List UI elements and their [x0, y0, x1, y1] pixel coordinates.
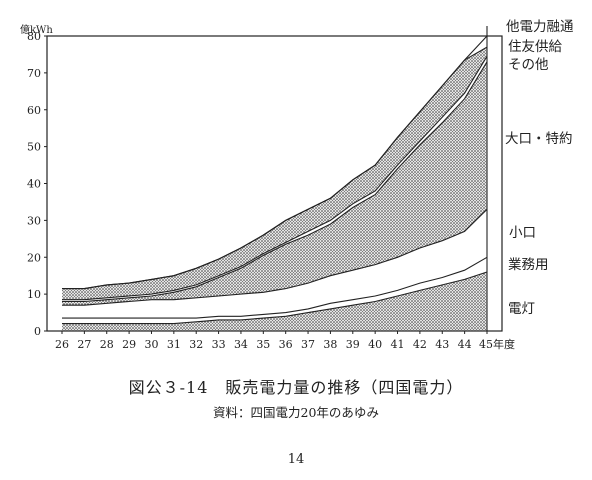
x-tick-label: 26: [55, 338, 69, 351]
y-tick-label: 0: [34, 325, 41, 338]
x-tick-label: 35: [256, 338, 270, 351]
x-tick-label: 28: [100, 338, 114, 351]
chart-source: 資料：四国電力20年のあゆみ: [213, 405, 379, 420]
y-tick-label: 20: [27, 251, 41, 264]
band-3: [62, 209, 487, 319]
series-label: 大口・特約: [505, 131, 573, 147]
y-tick-label: 70: [27, 67, 41, 80]
band-4: [62, 61, 487, 306]
x-tick-label: 37: [301, 338, 315, 351]
x-tick-label: 43: [435, 338, 449, 351]
x-tick-label: 41: [391, 338, 405, 351]
x-tick-label: 38: [323, 338, 337, 351]
x-tick-label: 40: [368, 338, 382, 351]
boundary-line-3: [62, 208, 488, 306]
y-tick-label: 50: [27, 141, 41, 154]
boundary-line-1: [62, 271, 488, 325]
series-label: 電灯: [508, 301, 535, 317]
x-tick-label: 44: [458, 338, 472, 351]
y-unit-label: 億kWh: [20, 23, 53, 36]
x-tick-label: 31: [167, 338, 181, 351]
y-tick-label: 80: [27, 30, 41, 43]
x-tick-label: 34: [234, 338, 248, 351]
chart-title: 図公３-14 販売電力量の推移（四国電力）: [128, 378, 464, 397]
series-label: その他: [508, 57, 549, 73]
series-label: 住友供給: [508, 39, 562, 55]
x-tick-label: 27: [77, 338, 91, 351]
area-layer: [62, 36, 487, 331]
x-tick-label: 29: [122, 338, 136, 351]
x-tick-label: 30: [144, 338, 158, 351]
x-tick-label: 32: [189, 338, 203, 351]
band-1: [62, 272, 487, 331]
series-label: 業務用: [508, 257, 549, 273]
series-label: 他電力融通: [506, 19, 574, 35]
y-tick-label: 60: [27, 104, 41, 117]
axis-layer: [44, 26, 503, 334]
series-label: 小口: [509, 225, 536, 241]
y-tick-label: 30: [27, 214, 41, 227]
boundary-line-2: [62, 256, 488, 319]
boundary-line-4: [62, 61, 488, 303]
x-tick-label: 33: [212, 338, 226, 351]
x-tick-label: 39: [346, 338, 360, 351]
boundary-line-5: [62, 56, 488, 301]
x-tick-label: 45年度: [479, 337, 515, 351]
band-2: [62, 257, 487, 324]
line-layer: [62, 35, 488, 325]
x-tick-label: 36: [279, 338, 293, 351]
page-number: 14: [287, 452, 305, 467]
boundary-line-7: [62, 35, 488, 290]
y-tick-label: 10: [27, 288, 41, 301]
y-tick-label: 40: [27, 178, 41, 191]
x-tick-label: 42: [413, 338, 427, 351]
